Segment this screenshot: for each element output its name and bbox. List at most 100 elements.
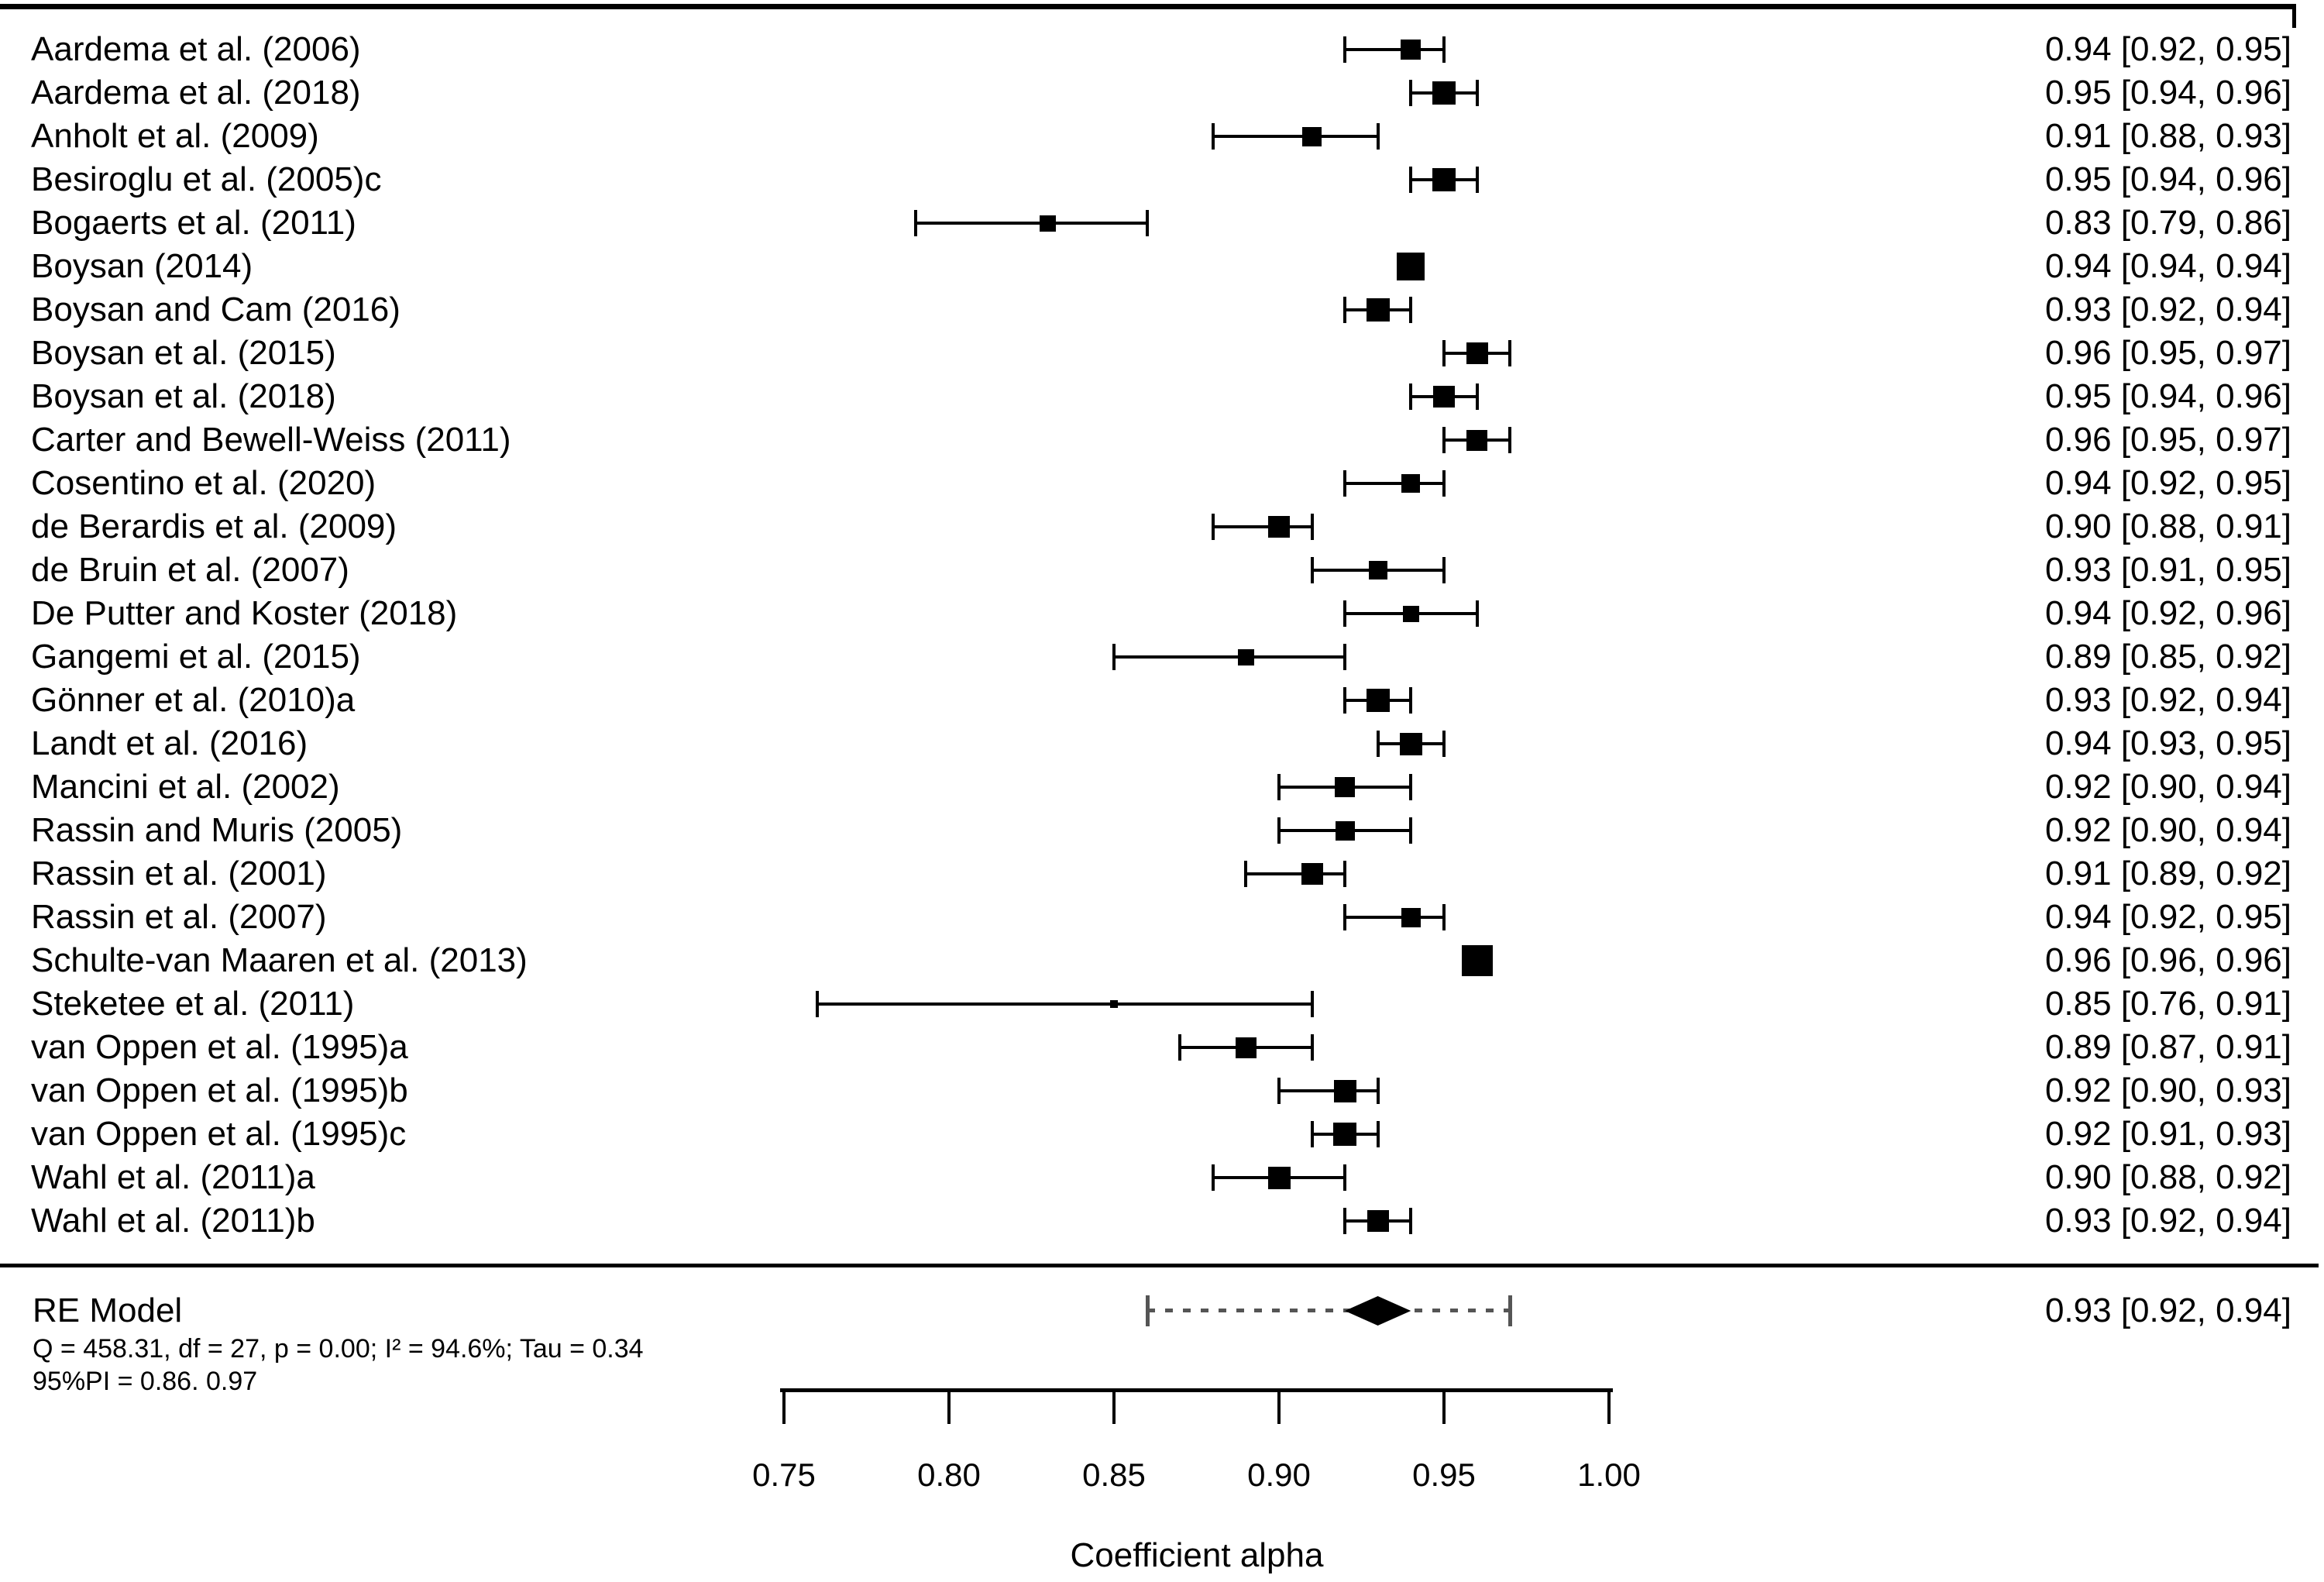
ci-lower-cap — [1442, 427, 1446, 453]
estimate-square-marker — [1433, 386, 1455, 408]
ci-lower-cap — [1277, 774, 1281, 800]
study-label: van Oppen et al. (1995)b — [31, 1071, 408, 1109]
estimate-square-marker — [1302, 126, 1322, 146]
study-value: 0.92 [0.91, 0.93] — [2044, 1115, 2291, 1153]
study-value: 0.92 [0.90, 0.94] — [2044, 768, 2291, 806]
estimate-square-marker — [1397, 253, 1425, 280]
ci-lower-cap — [1343, 600, 1347, 627]
study-label: Landt et al. (2016) — [31, 724, 308, 762]
study-value: 0.95 [0.94, 0.96] — [2044, 160, 2291, 198]
study-label: Gangemi et al. (2015) — [31, 638, 361, 676]
estimate-square-marker — [1235, 1037, 1257, 1058]
study-value: 0.93 [0.91, 0.95] — [2044, 551, 2291, 589]
estimate-square-marker — [1268, 516, 1290, 538]
x-axis-tick — [782, 1388, 786, 1424]
x-axis-tick — [947, 1388, 951, 1424]
estimate-square-marker — [1461, 945, 1493, 976]
x-axis-tick-label: 0.95 — [1412, 1456, 1476, 1493]
ci-upper-cap — [1409, 774, 1413, 800]
study-label: Boysan et al. (2018) — [31, 377, 336, 415]
estimate-square-marker — [1432, 168, 1456, 191]
estimate-square-marker — [1401, 907, 1421, 927]
study-value: 0.94 [0.94, 0.94] — [2044, 247, 2291, 285]
x-axis-tick — [1442, 1388, 1446, 1424]
ci-lower-cap — [815, 991, 819, 1017]
study-label: Rassin and Muris (2005) — [31, 811, 403, 849]
study-value: 0.92 [0.90, 0.93] — [2044, 1071, 2291, 1109]
study-label: Cosentino et al. (2020) — [31, 464, 376, 502]
ci-upper-cap — [1376, 1078, 1380, 1104]
ci-upper-cap — [1508, 427, 1512, 453]
ci-upper-cap — [1442, 557, 1446, 583]
ci-upper-cap — [1310, 1034, 1314, 1061]
x-axis-tick-label: 1.00 — [1577, 1456, 1641, 1493]
x-axis-tick — [1277, 1388, 1281, 1424]
study-label: Bogaerts et al. (2011) — [31, 204, 356, 242]
ci-lower-cap — [1211, 123, 1215, 150]
study-value: 0.94 [0.92, 0.95] — [2044, 898, 2291, 936]
study-label: van Oppen et al. (1995)c — [31, 1115, 407, 1153]
study-value: 0.90 [0.88, 0.91] — [2044, 507, 2291, 545]
ci-upper-cap — [1508, 340, 1512, 366]
ci-upper-cap — [1409, 817, 1413, 844]
x-axis-line — [780, 1388, 1613, 1392]
ci-lower-cap — [1343, 904, 1347, 930]
ci-interval-line — [1246, 872, 1346, 875]
ci-upper-cap — [1376, 1121, 1380, 1147]
ci-lower-cap — [1343, 297, 1347, 323]
ci-lower-cap — [1277, 1078, 1281, 1104]
ci-lower-cap — [1343, 36, 1347, 63]
study-label: De Putter and Koster (2018) — [31, 594, 458, 632]
ci-lower-cap — [914, 210, 918, 236]
estimate-square-marker — [1402, 605, 1419, 622]
study-label: Aardema et al. (2006) — [31, 30, 361, 68]
ci-lower-cap — [1211, 1164, 1215, 1191]
estimate-square-marker — [1432, 81, 1456, 105]
ci-lower-cap — [1277, 817, 1281, 844]
x-axis-tick-label: 0.80 — [917, 1456, 981, 1493]
study-label: Boysan (2014) — [31, 247, 253, 285]
study-value: 0.94 [0.92, 0.96] — [2044, 594, 2291, 632]
x-axis-title: Coefficient alpha — [1070, 1536, 1324, 1574]
study-label: Boysan and Cam (2016) — [31, 291, 401, 328]
ci-upper-cap — [1409, 687, 1413, 714]
ci-upper-cap — [1310, 991, 1314, 1017]
estimate-square-marker — [1466, 342, 1488, 364]
study-value: 0.95 [0.94, 0.96] — [2044, 377, 2291, 415]
study-label: de Bruin et al. (2007) — [31, 551, 349, 589]
ci-upper-cap — [1343, 861, 1347, 887]
study-value: 0.94 [0.93, 0.95] — [2044, 724, 2291, 762]
ci-lower-cap — [1442, 340, 1446, 366]
estimate-square-marker — [1368, 561, 1387, 579]
prediction-interval-lower-cap — [1145, 1295, 1150, 1326]
ci-upper-cap — [1475, 383, 1479, 410]
estimate-square-marker — [1110, 1000, 1118, 1008]
ci-upper-cap — [1442, 904, 1446, 930]
estimate-square-marker — [1267, 1166, 1291, 1189]
study-label: Steketee et al. (2011) — [31, 985, 355, 1023]
estimate-square-marker — [1333, 1123, 1357, 1146]
ci-upper-cap — [1442, 470, 1446, 497]
summary-label: RE Model — [33, 1291, 183, 1329]
ci-lower-cap — [1409, 80, 1413, 106]
ci-interval-line — [1345, 482, 1444, 485]
ci-upper-cap — [1343, 644, 1347, 670]
x-axis-tick-label: 0.75 — [752, 1456, 816, 1493]
study-label: van Oppen et al. (1995)a — [31, 1028, 408, 1066]
ci-interval-line — [1345, 916, 1444, 919]
top-border-right-tick — [2292, 4, 2296, 28]
study-value: 0.92 [0.90, 0.94] — [2044, 811, 2291, 849]
ci-upper-cap — [1475, 167, 1479, 193]
estimate-square-marker — [1237, 648, 1254, 665]
summary-diamond-shape — [1345, 1296, 1411, 1326]
study-value: 0.89 [0.87, 0.91] — [2044, 1028, 2291, 1066]
study-value: 0.90 [0.88, 0.92] — [2044, 1158, 2291, 1196]
estimate-square-marker — [1401, 474, 1421, 493]
study-value: 0.91 [0.89, 0.92] — [2044, 855, 2291, 892]
study-value: 0.93 [0.92, 0.94] — [2044, 291, 2291, 328]
study-value: 0.94 [0.92, 0.95] — [2044, 464, 2291, 502]
x-axis-tick-label: 0.90 — [1247, 1456, 1311, 1493]
heterogeneity-stats-text: Q = 458.31, df = 27, p = 0.00; I² = 94.6… — [33, 1334, 644, 1364]
ci-interval-line — [916, 222, 1147, 225]
